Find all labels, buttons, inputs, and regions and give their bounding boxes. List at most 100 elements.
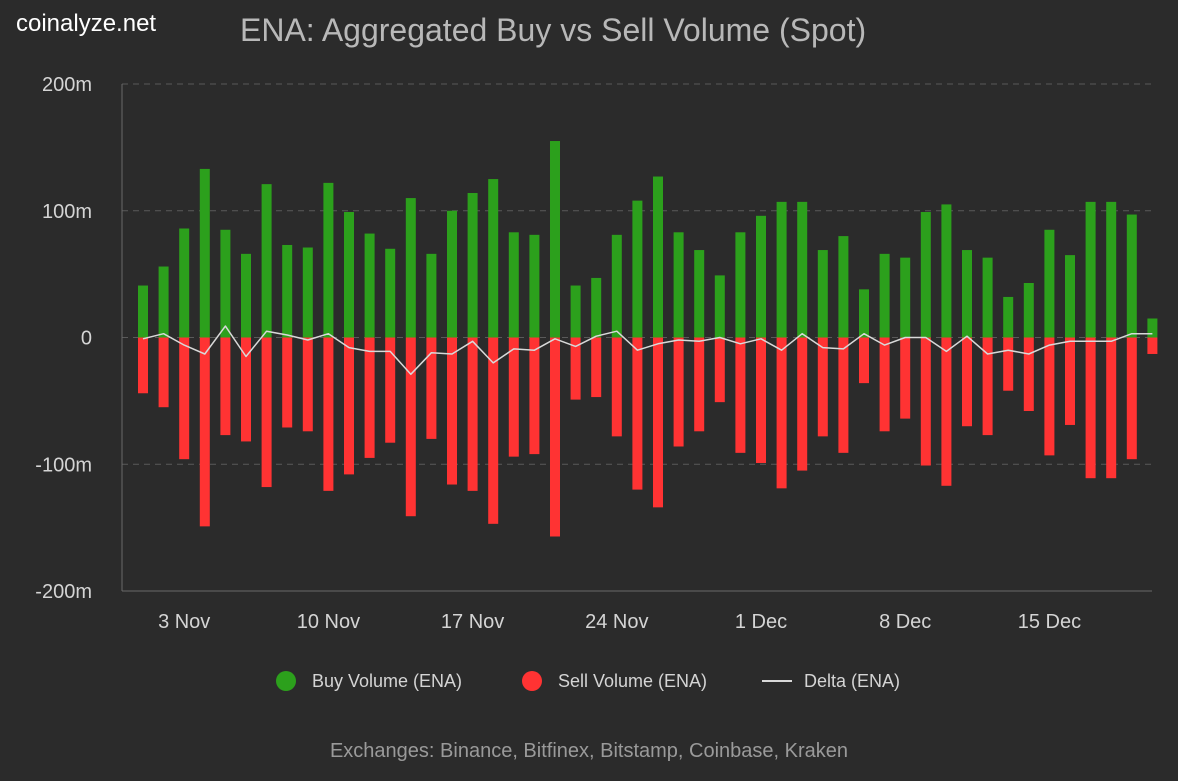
sell-bar-36 bbox=[879, 337, 890, 432]
buy-bar-46 bbox=[1085, 201, 1096, 338]
x-tick-label-2: 17 Nov bbox=[441, 611, 504, 633]
buy-bar-13 bbox=[405, 198, 416, 338]
sell-bar-17 bbox=[488, 337, 499, 524]
buy-bar-45 bbox=[1065, 255, 1075, 338]
sell-bar-15 bbox=[447, 337, 457, 485]
buy-bar-49 bbox=[1147, 318, 1158, 338]
buy-bar-22 bbox=[591, 277, 602, 338]
buy-bar-38 bbox=[920, 212, 931, 338]
y-tick-label-1: 100m bbox=[42, 201, 92, 223]
sell-bar-0 bbox=[138, 337, 148, 394]
buy-bar-1 bbox=[158, 266, 169, 338]
delta-line bbox=[142, 325, 1153, 376]
x-tick-label-5: 8 Dec bbox=[879, 611, 931, 633]
x-tick-label-3: 24 Nov bbox=[585, 611, 648, 633]
buy-bar-43 bbox=[1023, 282, 1034, 338]
sell-bar-40 bbox=[962, 337, 972, 427]
sell-bar-1 bbox=[158, 337, 169, 408]
buy-bar-25 bbox=[653, 176, 663, 338]
buy-bar-10 bbox=[344, 212, 354, 338]
sell-bar-6 bbox=[261, 337, 272, 488]
buy-bar-21 bbox=[570, 285, 581, 338]
sell-bar-23 bbox=[611, 337, 622, 437]
x-tick-label-6: 15 Dec bbox=[1018, 611, 1081, 633]
buy-bar-28 bbox=[714, 275, 725, 338]
sell-bar-18 bbox=[508, 337, 519, 457]
sell-bar-30 bbox=[756, 337, 766, 463]
sell-bar-13 bbox=[405, 337, 416, 517]
buy-bar-31 bbox=[776, 201, 787, 338]
exchanges-footer: Exchanges: Binance, Bitfinex, Bitstamp, … bbox=[329, 740, 849, 762]
buy-bar-5 bbox=[241, 253, 251, 338]
buy-bar-34 bbox=[838, 236, 849, 338]
sell-bar-27 bbox=[694, 337, 705, 432]
buy-bar-29 bbox=[735, 232, 746, 338]
buy-bar-16 bbox=[467, 193, 478, 338]
buy-bar-42 bbox=[1003, 296, 1014, 338]
sell-bar-32 bbox=[797, 337, 808, 471]
y-tick-label-3: -100m bbox=[35, 454, 92, 476]
buy-bar-12 bbox=[385, 248, 396, 338]
buy-bar-20 bbox=[550, 141, 560, 338]
buy-bar-7 bbox=[282, 244, 293, 338]
sell-bar-7 bbox=[282, 337, 293, 428]
buy-bar-9 bbox=[323, 182, 334, 338]
buy-bar-8 bbox=[302, 247, 313, 338]
legend-item-sell[interactable]: Sell Volume (ENA) bbox=[522, 666, 707, 696]
buy-bar-39 bbox=[941, 204, 952, 338]
x-tick-label-1: 10 Nov bbox=[297, 611, 360, 633]
legend-buy-label: Buy Volume (ENA) bbox=[312, 670, 463, 691]
buy-bar-11 bbox=[364, 233, 375, 338]
buy-bar-6 bbox=[261, 184, 272, 338]
sell-bar-45 bbox=[1065, 337, 1075, 425]
sell-bar-47 bbox=[1106, 337, 1117, 479]
brand-logo-text: coinalyze.net bbox=[16, 10, 157, 37]
buy-bar-14 bbox=[426, 253, 437, 338]
buy-bar-19 bbox=[529, 234, 540, 338]
buy-bar-27 bbox=[694, 250, 705, 338]
buy-bar-15 bbox=[447, 210, 457, 338]
sell-bar-2 bbox=[179, 337, 190, 460]
sell-bar-29 bbox=[735, 337, 746, 453]
buy-bar-2 bbox=[179, 228, 190, 338]
buy-bar-3 bbox=[199, 168, 210, 338]
buy-bar-33 bbox=[817, 250, 828, 338]
legend: Buy Volume (ENA) Sell Volume (ENA) Delta… bbox=[0, 666, 1178, 696]
sell-bar-20 bbox=[550, 337, 560, 537]
legend-item-buy[interactable]: Buy Volume (ENA) bbox=[276, 666, 462, 696]
y-tick-label-4: -200m bbox=[35, 581, 92, 603]
sell-bar-37 bbox=[900, 337, 911, 419]
buy-bar-18 bbox=[508, 232, 519, 338]
sell-bar-34 bbox=[838, 337, 849, 453]
sell-bar-26 bbox=[673, 337, 684, 447]
buy-bar-48 bbox=[1126, 214, 1137, 338]
buy-bar-24 bbox=[632, 200, 643, 338]
sell-bar-33 bbox=[817, 337, 828, 437]
sell-bar-42 bbox=[1003, 337, 1014, 391]
sell-bar-25 bbox=[653, 337, 663, 508]
legend-item-delta[interactable]: Delta (ENA) bbox=[762, 666, 900, 696]
legend-delta-label: Delta (ENA) bbox=[804, 670, 901, 691]
y-tick-label-0: 200m bbox=[42, 74, 92, 96]
sell-bar-41 bbox=[982, 337, 993, 436]
buy-bar-17 bbox=[488, 179, 499, 338]
buy-legend-marker-icon bbox=[276, 671, 296, 691]
y-tick-label-2: 0 bbox=[81, 328, 92, 350]
sell-bar-49 bbox=[1147, 337, 1158, 354]
sell-bar-46 bbox=[1085, 337, 1096, 479]
buy-bar-40 bbox=[962, 250, 972, 338]
sell-bar-24 bbox=[632, 337, 643, 490]
buy-bar-30 bbox=[756, 215, 766, 338]
buy-bar-37 bbox=[900, 257, 911, 338]
sell-bar-10 bbox=[344, 337, 354, 475]
buy-bar-0 bbox=[138, 285, 148, 338]
buy-bar-44 bbox=[1044, 229, 1055, 338]
sell-bar-35 bbox=[859, 337, 869, 384]
sell-bar-44 bbox=[1044, 337, 1055, 456]
delta-legend-line-icon bbox=[762, 680, 792, 682]
sell-bar-14 bbox=[426, 337, 437, 439]
buy-bar-26 bbox=[673, 232, 684, 338]
sell-bar-5 bbox=[241, 337, 251, 442]
sell-bar-16 bbox=[467, 337, 478, 491]
